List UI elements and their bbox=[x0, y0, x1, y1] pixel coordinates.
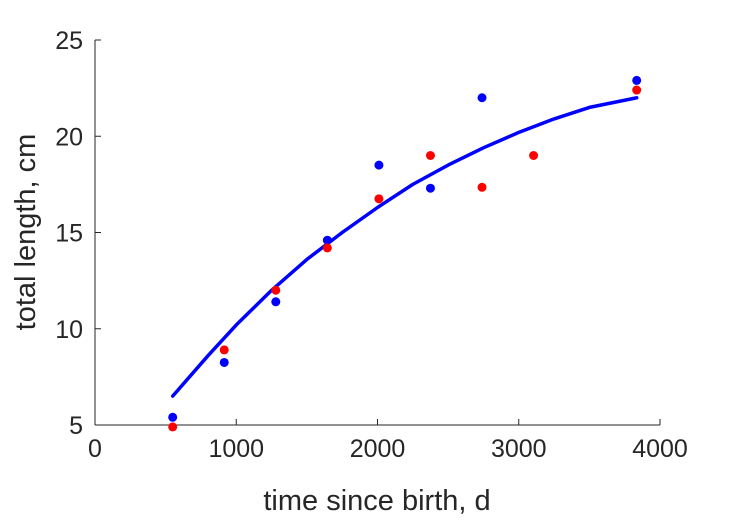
blue-data-point bbox=[425, 183, 435, 193]
red-data-point bbox=[219, 345, 229, 355]
x-axis-label: time since birth, d bbox=[263, 485, 490, 517]
y-axis-label: total length, cm bbox=[10, 134, 42, 331]
red-data-point bbox=[529, 151, 539, 160]
plot-area bbox=[168, 75, 642, 432]
y-tick-label: 15 bbox=[55, 220, 83, 248]
blue-data-point bbox=[632, 75, 642, 85]
blue-data-point bbox=[219, 357, 229, 367]
blue-data-point bbox=[322, 235, 332, 245]
red-data-point bbox=[425, 151, 435, 160]
axes bbox=[94, 40, 660, 426]
x-tick-label: 2000 bbox=[350, 435, 406, 463]
red-data-point bbox=[632, 85, 642, 95]
x-ticks: 0 1000 2000 3000 4000 bbox=[88, 419, 688, 463]
fit-curve bbox=[170, 96, 639, 398]
blue-data-point bbox=[477, 93, 487, 103]
x-tick-label: 1000 bbox=[208, 435, 264, 463]
x-tick-label: 3000 bbox=[491, 435, 547, 463]
y-ticks: 5 10 15 20 25 bbox=[55, 27, 101, 440]
red-data-point bbox=[168, 422, 178, 432]
blue-data-point bbox=[271, 297, 281, 307]
red-data-point bbox=[322, 243, 332, 253]
x-tick-label: 0 bbox=[88, 435, 102, 463]
x-tick-label: 4000 bbox=[632, 435, 688, 463]
blue-data-point bbox=[374, 160, 384, 170]
red-data-point bbox=[374, 194, 384, 204]
y-tick-label: 10 bbox=[55, 316, 83, 344]
blue-data-point bbox=[168, 412, 178, 422]
y-tick-label: 5 bbox=[69, 412, 83, 440]
red-data-point bbox=[477, 182, 487, 192]
y-tick-label: 20 bbox=[55, 123, 83, 151]
y-tick-label: 25 bbox=[55, 27, 83, 55]
red-data-point bbox=[271, 285, 281, 295]
